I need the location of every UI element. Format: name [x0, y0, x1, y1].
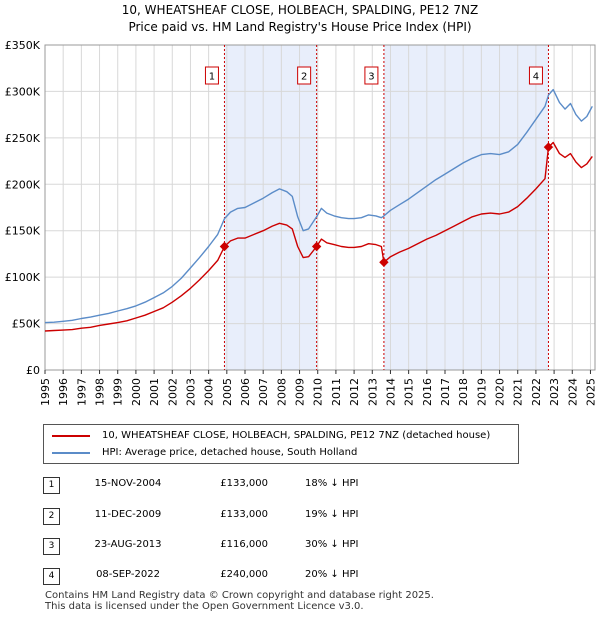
sale-label: 2: [301, 72, 307, 83]
y-tick-label: £300K: [5, 85, 41, 98]
x-tick-label: 1998: [94, 378, 107, 406]
x-tick-label: 2016: [421, 378, 434, 406]
x-tick-label: 2018: [457, 378, 470, 406]
x-tick-label: 2012: [348, 378, 361, 406]
sale-date: 08-SEP-2022: [96, 569, 160, 580]
sale-row: 4 08-SEP-2022 £240,000 20% ↓ HPI: [0, 565, 600, 587]
shaded-range: [383, 45, 549, 370]
legend-label-property: 10, WHEATSHEAF CLOSE, HOLBEACH, SPALDING…: [102, 430, 491, 441]
sale-label-box: [204, 66, 219, 85]
sale-point: [311, 241, 322, 252]
sale-price: £133,000: [220, 509, 268, 520]
x-tick-label: 2010: [312, 378, 325, 406]
shaded-range: [224, 45, 317, 370]
sale-hpi-diff: 18% ↓ HPI: [305, 478, 359, 489]
title-line-1: 10, WHEATSHEAF CLOSE, HOLBEACH, SPALDING…: [121, 3, 479, 17]
series-line: [44, 141, 593, 332]
y-tick-label: £0: [26, 364, 40, 377]
x-tick-label: 2021: [512, 378, 525, 406]
title-line-2: Price paid vs. HM Land Registry's House …: [128, 20, 472, 34]
sale-date: 11-DEC-2009: [94, 509, 162, 520]
sale-date: 15-NOV-2004: [94, 478, 162, 489]
x-tick-label: 2006: [239, 378, 252, 406]
x-tick-label: 2024: [566, 378, 579, 406]
x-tick-label: 2004: [203, 378, 216, 406]
x-tick-label: 2007: [257, 378, 270, 406]
x-tick-label: 2020: [494, 378, 507, 406]
sale-point: [379, 257, 389, 267]
sale-number: 2: [43, 508, 60, 525]
sale-label: 3: [368, 72, 374, 83]
footer: Contains HM Land Registry data © Crown c…: [45, 590, 434, 612]
series-line: [44, 88, 593, 324]
x-tick-label: 2002: [166, 378, 179, 406]
sale-label: 4: [533, 72, 539, 83]
x-tick-label: 1996: [57, 378, 70, 406]
y-tick-label: £350K: [5, 39, 41, 52]
y-tick-label: £50K: [12, 318, 41, 331]
footer-line-2: This data is licensed under the Open Gov…: [45, 601, 364, 612]
sale-hpi-diff: 30% ↓ HPI: [305, 539, 359, 550]
x-tick-label: 2009: [294, 378, 307, 406]
price-chart: 1 2 3 4 £0 £50K £100K £150K £200K £250K £300K £350…: [5, 39, 598, 406]
legend: 10, WHEATSHEAF CLOSE, HOLBEACH, SPALDING…: [43, 424, 519, 464]
sale-point: [219, 241, 230, 252]
sale-row: 1 15-NOV-2004 £133,000 18% ↓ HPI: [0, 474, 600, 496]
footer-line-1: Contains HM Land Registry data © Crown c…: [45, 590, 434, 601]
sale-row: 3 23-AUG-2013 £116,000 30% ↓ HPI: [0, 535, 600, 557]
x-tick-label: 2025: [584, 378, 597, 406]
sale-number: 3: [43, 538, 60, 555]
chart-title: 10, WHEATSHEAF CLOSE, HOLBEACH, SPALDING…: [0, 2, 600, 36]
legend-label-hpi: HPI: Average price, detached house, Sout…: [102, 447, 358, 458]
sale-hpi-diff: 19% ↓ HPI: [305, 509, 359, 520]
x-tick-label: 2008: [275, 378, 288, 406]
sale-number: 4: [43, 568, 60, 585]
x-tick-label: 1997: [75, 378, 88, 406]
y-tick-label: £250K: [5, 132, 41, 145]
x-tick-label: 2005: [221, 378, 234, 406]
sale-date: 23-AUG-2013: [94, 539, 162, 550]
sale-label-box: [528, 66, 543, 85]
x-tick-label: 2013: [366, 378, 379, 406]
sale-price: £133,000: [220, 478, 268, 489]
legend-swatch-red: [52, 435, 90, 437]
y-tick-label: £200K: [5, 178, 41, 191]
x-tick-label: 2001: [148, 378, 161, 406]
sale-label-box: [364, 66, 379, 85]
y-tick-label: £100K: [5, 271, 41, 284]
sale-price: £240,000: [220, 569, 268, 580]
x-tick-label: 2015: [403, 378, 416, 406]
x-tick-label: 1999: [112, 378, 125, 406]
x-tick-label: 2023: [548, 378, 561, 406]
sale-row: 2 11-DEC-2009 £133,000 19% ↓ HPI: [0, 505, 600, 527]
y-tick-label: £150K: [5, 225, 41, 238]
sale-number: 1: [43, 477, 60, 494]
sale-price: £116,000: [220, 539, 268, 550]
x-tick-label: 2003: [184, 378, 197, 406]
x-tick-label: 1995: [39, 378, 52, 406]
legend-swatch-blue: [52, 452, 90, 454]
x-tick-label: 2000: [130, 378, 143, 406]
sale-label: 1: [209, 72, 215, 83]
x-tick-label: 2014: [384, 378, 397, 406]
sale-label-box: [297, 66, 312, 85]
x-tick-label: 2022: [530, 378, 543, 406]
sale-point: [543, 142, 554, 152]
x-tick-label: 2019: [475, 378, 488, 406]
plot-area: [44, 44, 596, 371]
x-tick-label: 2011: [330, 378, 343, 406]
sale-hpi-diff: 20% ↓ HPI: [305, 569, 359, 580]
x-tick-label: 2017: [439, 378, 452, 406]
